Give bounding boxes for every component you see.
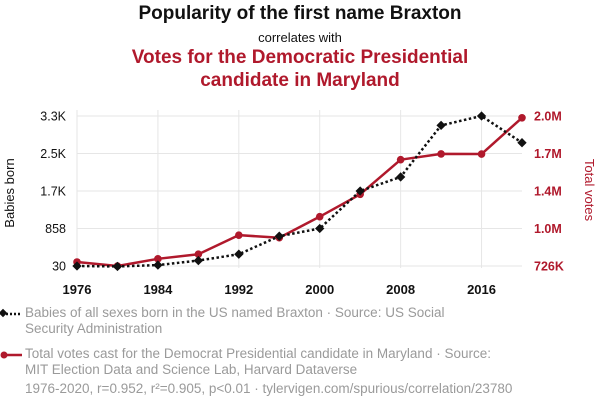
data-point-votes (154, 255, 162, 263)
y-axis-right-tick-label: 1.7M (534, 147, 562, 161)
data-point-votes (315, 212, 324, 221)
data-point-babies (193, 255, 204, 266)
y-axis-right-tick-label: 2.0M (534, 110, 562, 124)
x-axis-tick-label: 2008 (386, 282, 415, 297)
data-point-babies (436, 120, 446, 131)
legend-label-babies: Babies of all sexes born in the US named… (25, 305, 445, 336)
data-point-babies (315, 223, 325, 234)
chart-subtitle: correlates with (258, 30, 342, 45)
data-point-votes (477, 150, 486, 158)
data-point-votes (235, 231, 243, 239)
data-point-babies (355, 186, 365, 196)
legend-swatch-votes (0, 351, 22, 359)
data-point-votes (518, 113, 526, 122)
y-axis-left-tick-label: 3.3K (40, 110, 66, 124)
data-point-babies (517, 138, 527, 148)
chart-title-secondary: Votes for the Democratic Presidential ca… (131, 47, 469, 91)
y-axis-left-tick-label: 858 (45, 222, 66, 236)
y-axis-right-tick-label: 1.4M (534, 185, 562, 199)
legend-label-votes: Total votes cast for the Democrat Presid… (25, 346, 491, 377)
data-point-votes (396, 155, 405, 164)
y-axis-left-tick-label: 1.7K (40, 185, 66, 199)
series-line-babies (76, 114, 523, 268)
x-axis-tick-label: 2016 (467, 282, 496, 297)
footer-stats: 1976-2020, r=0.952, r²=0.905, p<0.01 · t… (25, 381, 513, 396)
x-axis-tick-label: 1976 (63, 282, 92, 297)
chart-title: Popularity of the first name Braxton (138, 3, 462, 24)
legend-swatch-babies (0, 308, 21, 318)
data-point-babies (112, 261, 123, 272)
series-line-votes (76, 116, 523, 268)
y-axis-right-tick-label: 726K (534, 260, 564, 274)
data-point-babies (153, 260, 163, 270)
data-point-votes (194, 250, 203, 259)
x-axis-tick-label: 2000 (305, 282, 334, 297)
x-axis-tick-label: 1984 (143, 282, 173, 297)
y-axis-right-label: Total votes (582, 159, 597, 222)
data-point-babies (476, 111, 487, 121)
y-axis-left-tick-label: 2.5K (40, 147, 66, 161)
data-point-babies (274, 231, 284, 241)
y-axis-right-tick-label: 1.0M (534, 222, 562, 236)
data-point-babies (395, 172, 406, 182)
y-axis-left-label: Babies born (2, 158, 17, 227)
data-point-votes (437, 150, 445, 158)
y-axis-left-tick-label: 30 (52, 260, 66, 274)
x-axis-tick-label: 1992 (224, 282, 253, 297)
data-point-babies (234, 249, 244, 259)
